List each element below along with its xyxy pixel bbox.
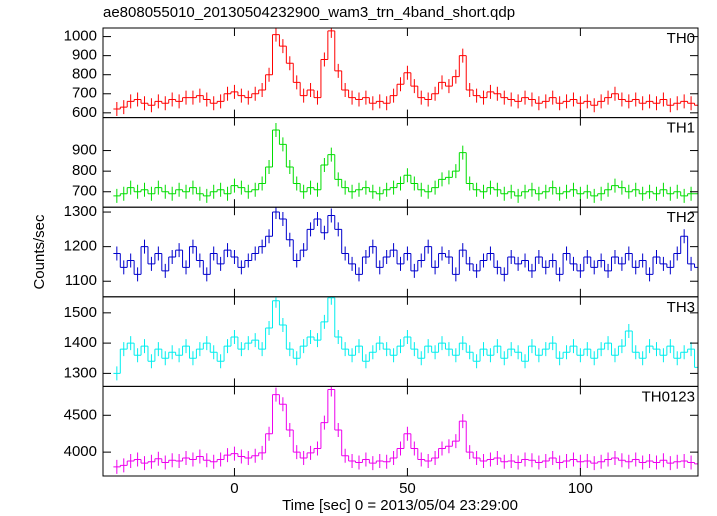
- panel-data: [113, 386, 698, 474]
- y-tick-label: 4000: [64, 443, 97, 460]
- y-axis-label: Counts/sec: [31, 214, 48, 290]
- panel-data: [113, 296, 698, 381]
- y-tick-label: 1300: [64, 203, 97, 220]
- panel-label: TH1: [667, 120, 695, 137]
- y-tick-label: 1500: [64, 304, 97, 321]
- y-tick-label: 900: [72, 47, 97, 64]
- y-tick-label: 800: [72, 66, 97, 83]
- y-tick-label: 1400: [64, 334, 97, 351]
- y-tick-label: 900: [72, 142, 97, 159]
- panel-data: [113, 207, 698, 282]
- y-tick-label: 1200: [64, 238, 97, 255]
- y-tick-label: 700: [72, 183, 97, 200]
- y-tick-label: 800: [72, 162, 97, 179]
- y-tick-label: 700: [72, 85, 97, 102]
- x-tick-label: 0: [230, 480, 238, 497]
- x-tick-label: 50: [399, 480, 416, 497]
- panel-frame: [102, 206, 699, 298]
- panel-data: [113, 122, 698, 203]
- panel-label: TH3: [667, 299, 695, 316]
- y-tick-label: 1300: [64, 364, 97, 381]
- panel-label: TH0: [667, 30, 695, 47]
- y-tick-label: 600: [72, 104, 97, 121]
- panel-label: TH2: [667, 209, 695, 226]
- panel-data: [113, 28, 698, 117]
- panel-frame: [102, 385, 699, 477]
- panel-frame: [102, 117, 699, 208]
- panel-frame: [102, 27, 699, 119]
- y-tick-label: 4500: [64, 406, 97, 423]
- panel-label: TH0123: [642, 388, 695, 405]
- x-axis-label: Time [sec] 0 = 2013/05/04 23:29:00: [282, 497, 518, 514]
- y-tick-label: 1100: [65, 272, 97, 289]
- chart-title: ae808055010_20130504232900_wam3_trn_4ban…: [103, 4, 515, 21]
- y-tick-label: 1000: [64, 28, 97, 45]
- x-tick-label: 100: [568, 480, 593, 497]
